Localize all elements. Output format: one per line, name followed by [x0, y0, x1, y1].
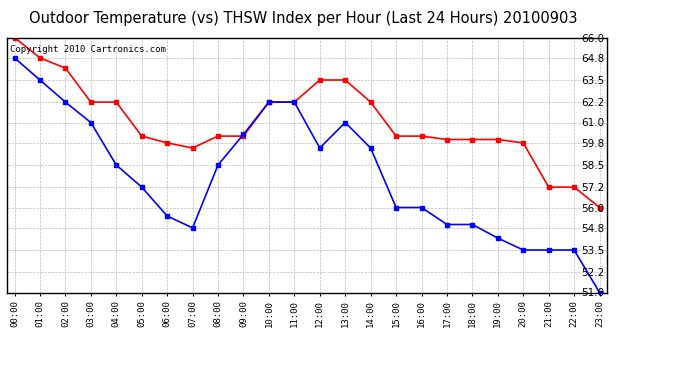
Text: Copyright 2010 Cartronics.com: Copyright 2010 Cartronics.com [10, 45, 166, 54]
Text: Outdoor Temperature (vs) THSW Index per Hour (Last 24 Hours) 20100903: Outdoor Temperature (vs) THSW Index per … [30, 11, 578, 26]
